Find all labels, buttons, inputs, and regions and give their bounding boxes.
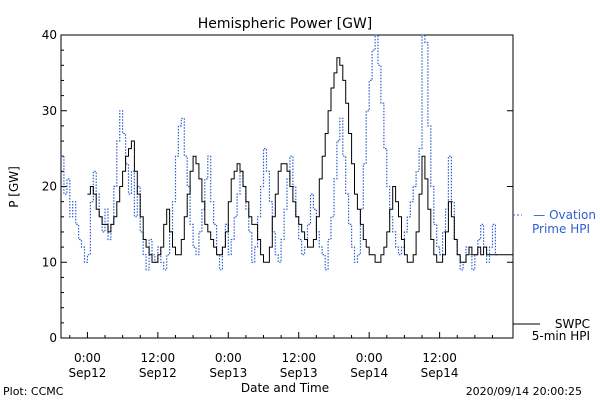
x-tick-time: 12:00 xyxy=(141,351,176,365)
x-tick-time: 0:00 xyxy=(215,351,242,365)
y-axis-label: P [GW] xyxy=(7,166,21,208)
x-axis: 0:00Sep1212:00Sep120:00Sep1312:00Sep130:… xyxy=(68,332,493,380)
chart-title: Hemispheric Power [GW] xyxy=(198,16,373,32)
x-tick-date: Sep13 xyxy=(280,366,318,380)
x-tick-date: Sep14 xyxy=(350,366,388,380)
x-tick-date: Sep13 xyxy=(209,366,247,380)
x-tick-time: 0:00 xyxy=(356,351,383,365)
legend-swpc-line1: SWPC xyxy=(555,317,590,331)
x-tick-date: Sep14 xyxy=(421,366,459,380)
y-tick-label: 20 xyxy=(42,180,57,194)
x-tick-time: 12:00 xyxy=(281,351,316,365)
y-tick-label: 0 xyxy=(49,331,57,345)
legend-ovation-line2: Prime HPI xyxy=(532,222,590,236)
y-tick-label: 30 xyxy=(42,104,57,118)
legend-ovation-line1: — Ovation xyxy=(533,208,596,222)
series-layer xyxy=(61,34,513,271)
series-line-1 xyxy=(87,57,513,263)
x-axis-label: Date and Time xyxy=(241,381,329,395)
y-axis: 0 10 20 30 40 xyxy=(42,28,513,345)
y-tick-label: 40 xyxy=(42,28,57,42)
x-tick-date: Sep12 xyxy=(68,366,106,380)
legend-swpc-line2: 5-min HPI xyxy=(532,329,590,343)
x-tick-date: Sep12 xyxy=(139,366,177,380)
series-line-0 xyxy=(61,34,499,271)
plot-credit: Plot: CCMC xyxy=(3,385,64,398)
plot-timestamp: 2020/09/14 20:00:25 xyxy=(466,385,582,398)
y-tick-label: 10 xyxy=(42,255,57,269)
x-tick-time: 0:00 xyxy=(74,351,101,365)
x-tick-time: 12:00 xyxy=(422,351,457,365)
